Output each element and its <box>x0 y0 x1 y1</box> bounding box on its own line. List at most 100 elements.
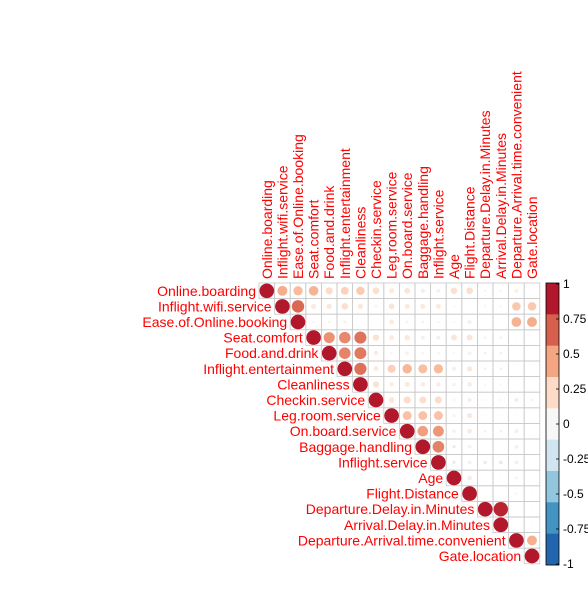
corr-circle <box>339 347 351 359</box>
corr-circle <box>432 425 444 437</box>
corr-circle <box>499 460 503 465</box>
corr-circle <box>431 455 446 470</box>
corr-circle <box>531 524 533 526</box>
corr-circle <box>403 396 411 404</box>
corr-circle <box>390 351 393 355</box>
corr-circle <box>484 321 486 323</box>
corr-circle <box>514 476 518 480</box>
colorbar-segment <box>546 314 559 346</box>
corr-circle <box>467 382 472 387</box>
corr-circle <box>404 287 411 294</box>
corr-circle <box>277 285 288 296</box>
colorbar-segment <box>546 471 559 503</box>
corr-circle <box>484 305 487 308</box>
column-label: Online.boarding <box>259 180 275 279</box>
corr-circle <box>356 286 365 296</box>
corr-circle <box>420 303 426 309</box>
colorbar-segment <box>546 345 559 378</box>
corr-circle <box>291 300 305 313</box>
corr-circle <box>373 366 379 372</box>
corr-circle <box>419 396 427 404</box>
row-label: Online.boarding <box>157 283 256 299</box>
row-labels: Online.boardingInflight.wifi.serviceEase… <box>142 283 521 564</box>
corr-circle <box>484 414 486 417</box>
row-label: Ease.of.Online.booking <box>142 314 287 330</box>
corr-circle <box>404 303 410 309</box>
corr-circle <box>384 408 399 423</box>
corr-circle <box>500 446 502 448</box>
row-label: Departure.Delay.in.Minutes <box>306 501 475 517</box>
corr-circle <box>452 429 456 433</box>
corr-circle <box>484 383 487 386</box>
corr-circle <box>531 368 533 370</box>
corr-circle <box>483 367 487 371</box>
corr-circle <box>500 493 502 495</box>
corr-circle <box>402 364 412 374</box>
corr-circle <box>436 335 441 340</box>
corr-circle <box>354 347 367 360</box>
corr-circle <box>321 345 337 361</box>
colorbar-segment <box>546 283 559 315</box>
corr-circle <box>341 303 349 310</box>
corr-circle <box>493 517 509 533</box>
corr-circle <box>389 382 394 387</box>
column-labels: Online.boarding Inflight.wifi.service Ease… <box>259 71 540 279</box>
colorbar-segment <box>546 502 559 534</box>
corr-circle <box>436 288 441 293</box>
corr-circle <box>450 287 458 295</box>
corr-circle <box>452 414 456 418</box>
corr-circle <box>405 351 409 355</box>
corr-circle <box>451 366 457 371</box>
corr-circle <box>514 397 519 403</box>
corr-circle <box>531 352 533 354</box>
column-label: Inflight.entertainment <box>337 148 353 279</box>
corr-circle <box>515 492 518 495</box>
corr-circle <box>357 303 364 310</box>
corr-circle <box>337 361 353 377</box>
corr-circle <box>353 377 368 392</box>
corr-circle <box>435 303 441 309</box>
corr-circle <box>515 383 518 386</box>
corr-circle <box>515 336 518 339</box>
corr-circle <box>531 492 533 495</box>
corr-circle <box>466 287 473 295</box>
corr-circle <box>531 383 533 385</box>
corr-circle <box>405 320 409 324</box>
corr-circle <box>530 398 534 402</box>
corr-circle <box>418 364 428 374</box>
corr-circle <box>308 285 319 296</box>
corr-circle <box>483 429 487 433</box>
corr-circle <box>531 415 533 417</box>
corr-circle <box>293 286 303 296</box>
corr-circle <box>467 475 472 481</box>
corr-circle <box>499 367 503 371</box>
corr-circle <box>531 477 533 479</box>
corr-circle <box>462 486 477 501</box>
corr-circle <box>531 337 533 339</box>
column-label: Ease.of.Online.booking <box>290 134 306 279</box>
corr-circle <box>499 289 502 292</box>
row-label: Age <box>418 470 443 486</box>
corr-circle <box>500 414 502 417</box>
corr-circle <box>484 493 486 495</box>
row-label: Checkin.service <box>266 392 365 408</box>
corr-circle <box>388 303 395 310</box>
column-label: Arrival.Delay.in.Minutes <box>493 133 509 279</box>
row-label: Inflight.wifi.service <box>158 298 272 314</box>
colorbar-tick-label: 0 <box>563 417 570 431</box>
corr-circle <box>421 351 425 355</box>
corr-circle <box>339 331 351 344</box>
corr-circle <box>436 382 441 387</box>
corr-circle <box>499 429 503 433</box>
corr-circle <box>527 535 537 546</box>
row-label: On.board.service <box>290 423 397 439</box>
column-label: Inflight.wifi.service <box>274 165 290 279</box>
row-label: Seat.comfort <box>223 330 302 346</box>
corr-circle <box>372 334 380 341</box>
corr-circle <box>327 320 331 324</box>
corr-circle <box>389 319 395 325</box>
corr-circle <box>500 321 502 323</box>
corr-circle <box>466 334 473 341</box>
column-label: Departure.Delay.in.Minutes <box>477 110 493 279</box>
